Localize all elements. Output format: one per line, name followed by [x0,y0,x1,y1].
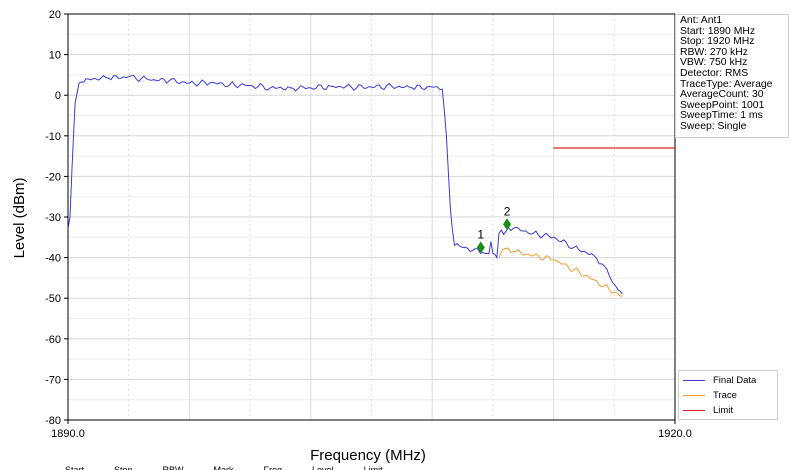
info-line: AverageCount: 30 [680,89,764,101]
legend-swatch [683,394,705,396]
table-column-header: Level [312,465,334,470]
y-tick-label: -70 [45,374,61,386]
marker-label: 2 [504,204,511,218]
series-layer [67,74,675,297]
info-line: SweepPoint: 1001 [680,99,765,111]
y-tick-label: -50 [45,293,61,305]
y-axis-ticks: 20 10 0 -10 -20 -30 -40 -50 -60 -70 -80 [45,9,68,427]
legend-label: Final Data [713,374,757,386]
info-line: Stop: 1920 MHz [680,36,755,48]
legend-item: Final Data [683,374,756,386]
info-line: Sweep: Single [680,120,747,132]
x-axis-title: Frequency (MHz) [310,447,426,464]
info-line: SweepTime: 1 ms [680,110,763,122]
legend-item: Trace [683,389,737,401]
info-line: VBW: 750 kHz [680,57,748,69]
info-line: RBW: 270 kHz [680,46,748,58]
bottom-table-header: Start Stop RBW Mark Freq Level Limit [65,462,675,470]
marker-layer: 12 [476,204,512,254]
legend-label: Limit [713,404,734,416]
legend-label: Trace [713,389,737,401]
marker-label: 1 [477,227,484,241]
table-column-header: Freq [263,465,283,470]
info-line: TraceType: Average [680,78,773,90]
x-tick-label: 1890.0 [51,428,85,440]
table-column-header: Mark [213,465,234,470]
marker-diamond [476,241,485,254]
table-column-header: Start [65,465,85,470]
y-tick-label: -30 [45,212,61,224]
info-line: Detector: RMS [680,67,749,79]
series-line-trace [498,247,623,297]
y-tick-label: -10 [45,131,61,143]
y-tick-label: 20 [49,9,61,21]
info-line: Ant: Ant1 [680,15,723,26]
y-axis-title: Level (dBm) [11,178,28,259]
info-line: Start: 1890 MHz [680,25,756,37]
y-tick-label: -80 [45,415,61,427]
x-axis-ticks: 1890.0 1920.0 [51,420,692,440]
legend-swatch [683,379,705,381]
legend: Final Data Trace Limit [678,370,778,420]
table-column-header: RBW [162,465,184,470]
legend-swatch [683,409,705,411]
marker-diamond [503,218,512,231]
y-tick-label: -40 [45,253,61,265]
y-tick-label: -60 [45,334,61,346]
table-column-header: Stop [114,465,133,470]
series-line-final-data [67,74,623,295]
y-tick-label: 10 [49,50,61,62]
y-tick-label: -20 [45,171,61,183]
legend-item: Limit [683,404,733,416]
x-tick-label: 1920.0 [658,428,692,440]
y-tick-label: 0 [55,90,61,102]
sweep-settings-box: Ant: Ant1 Start: 1890 MHz Stop: 1920 MHz RB… [675,14,789,138]
table-column-header: Limit [363,465,383,470]
